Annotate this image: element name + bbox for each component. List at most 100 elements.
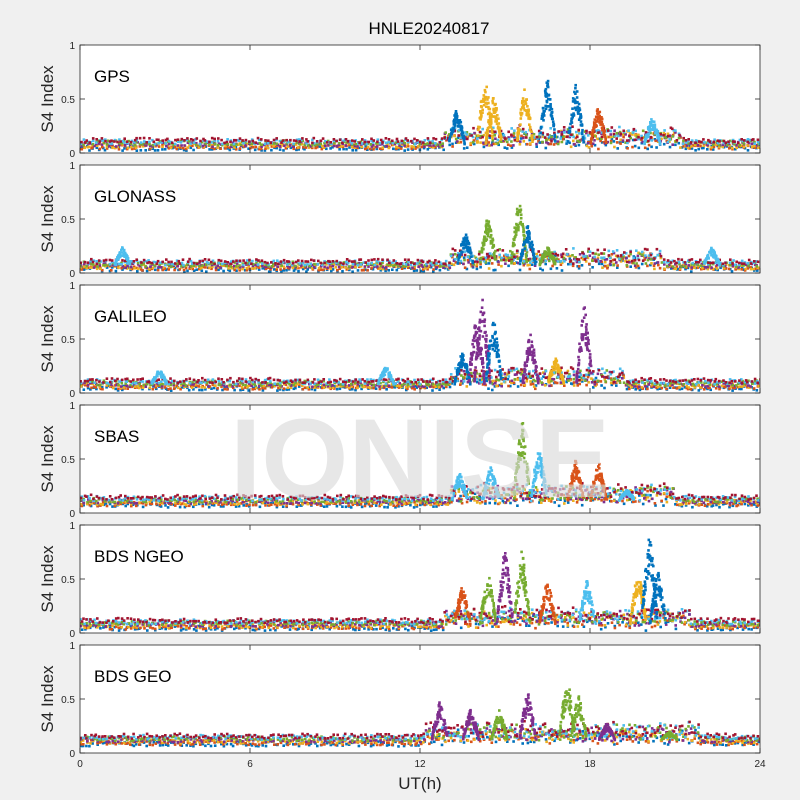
data-point [312,136,316,140]
data-point [562,135,565,138]
data-point [142,136,146,140]
data-point [272,138,276,142]
data-point [492,108,495,112]
data-point [192,141,196,144]
data-point [454,121,457,124]
data-point [585,129,588,133]
data-point [80,266,82,270]
data-point [526,239,530,242]
data-point [176,138,180,141]
data-point [462,237,465,240]
data-point [579,120,583,123]
data-point [412,269,416,273]
data-point [515,373,518,376]
data-point [303,143,307,147]
data-point [121,264,125,268]
data-point [649,253,653,257]
data-point [469,248,472,252]
data-point [506,258,509,262]
data-point [694,149,697,152]
data-point [568,254,572,258]
data-point [594,129,598,133]
data-point [600,120,604,124]
data-point [671,143,674,146]
data-point [486,98,489,101]
data-point [743,139,746,142]
data-point [593,383,596,386]
data-point [480,113,483,116]
data-point [749,266,752,269]
data-point [139,268,143,271]
data-point [640,136,644,140]
data-point [326,261,330,265]
data-point [647,132,651,136]
data-point [345,268,349,271]
data-point [466,249,469,253]
data-point [342,262,345,265]
data-point [482,145,486,149]
data-point [190,262,194,266]
data-point [449,254,453,258]
data-point [157,138,160,142]
data-point [562,137,565,141]
data-point [488,134,492,138]
data-point [596,137,599,141]
data-point [549,254,552,257]
data-point [498,383,502,387]
data-point [746,149,750,152]
data-point [616,264,619,267]
data-point [135,138,139,142]
data-point [580,131,584,135]
data-point [91,260,95,264]
data-point [571,254,574,257]
data-point [170,262,174,266]
data-point [186,141,190,144]
data-point [490,241,493,245]
data-point [280,270,283,273]
data-point [548,251,551,254]
data-point [247,384,250,388]
data-point [241,387,244,390]
data-point [289,146,293,150]
data-point [189,259,193,263]
data-point [481,127,484,131]
data-point [600,135,604,139]
data-point [490,254,493,258]
data-point [706,267,710,271]
data-point [494,107,498,110]
data-point [454,116,457,120]
data-point [610,137,614,141]
y-tick-label: 0 [69,269,75,280]
data-point [275,142,278,145]
data-point [407,385,411,388]
data-point [731,138,735,142]
data-point [404,263,408,266]
data-point [387,140,390,144]
data-point [207,261,210,265]
data-point [95,138,98,141]
data-point [426,138,430,142]
data-point [656,136,660,140]
data-point [182,263,185,267]
data-point [512,258,515,262]
data-point [201,259,204,263]
data-point [194,383,197,386]
data-point [714,261,718,264]
data-point [585,144,589,148]
data-point [130,385,134,389]
data-point [524,373,528,376]
data-point [734,268,737,271]
data-point [253,148,257,152]
data-point [292,145,295,148]
data-point [475,134,479,138]
data-point [98,385,102,389]
data-point [386,258,389,262]
data-point [328,260,332,263]
data-point [577,102,581,106]
data-point [619,138,622,142]
data-point [135,266,138,270]
data-point [643,140,647,143]
data-point [547,258,551,261]
data-point [311,263,314,267]
data-point [203,386,207,389]
